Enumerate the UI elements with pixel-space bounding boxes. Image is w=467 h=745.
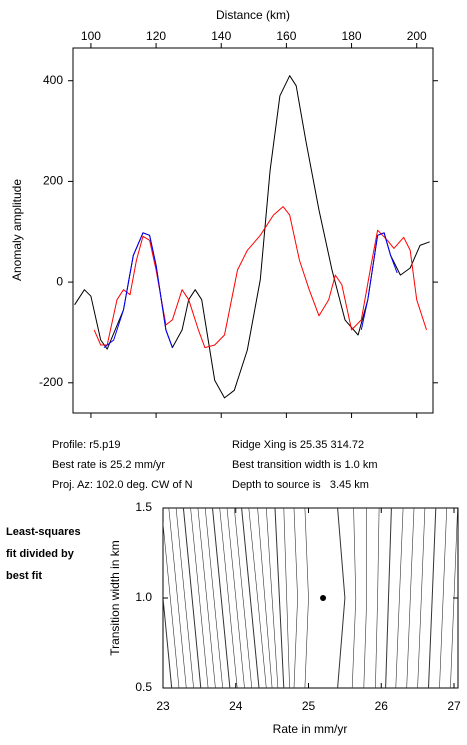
contour-line: [248, 508, 267, 688]
x-tick-label: 27: [447, 699, 461, 713]
annotation: Best rate is 25.2 mm/yr: [52, 459, 165, 471]
x-tick-label: 180: [342, 29, 362, 43]
contour-line: [182, 508, 202, 688]
contour-line: [439, 508, 447, 688]
contour-line: [375, 508, 380, 688]
contour-line: [190, 508, 209, 688]
y-tick-label: 1.0: [135, 590, 152, 604]
x-tick-label: 200: [407, 29, 427, 43]
contour-area: [163, 508, 458, 688]
y-tick-label: -200: [39, 375, 63, 389]
x-axis-title: Distance (km): [216, 8, 290, 22]
contour-line: [351, 508, 357, 688]
contour-line: [304, 508, 309, 688]
contour-line: [163, 520, 180, 688]
best-fit-point: [320, 595, 327, 601]
contour-line: [168, 508, 187, 688]
contour-line: [385, 508, 392, 688]
y-axis-title: Anomaly amplitude: [10, 179, 24, 281]
contour-line: [204, 508, 223, 688]
contour-line: [293, 508, 298, 688]
x-tick-label: 160: [276, 29, 296, 43]
y-tick-label: 0.5: [135, 680, 152, 694]
contour-line: [406, 508, 415, 688]
contour-line: [274, 508, 285, 688]
contour-line: [395, 508, 404, 688]
note-line: best fit: [6, 570, 42, 582]
contour-line: [257, 508, 273, 688]
contour-line: [428, 508, 437, 688]
annotation: Proj. Az: 102.0 deg. CW of N: [52, 479, 193, 491]
note-line: Least-squares: [6, 526, 81, 538]
contour-line: [337, 508, 346, 688]
x-tick-label: 100: [81, 29, 101, 43]
contour-line: [417, 508, 426, 688]
y-tick-label: 1.5: [135, 500, 152, 514]
contour-line: [234, 508, 253, 688]
contour-line: [266, 508, 279, 688]
y-axis-title: Transition width in km: [108, 540, 122, 656]
annotation: Ridge Xing is 25.35 314.72: [232, 439, 364, 451]
annotation: Profile: r5.p19: [52, 439, 120, 451]
x-tick-label: 120: [146, 29, 166, 43]
note-line: fit divided by: [6, 548, 75, 560]
top-plot-frame: [72, 47, 434, 414]
x-tick-label: 25: [302, 699, 316, 713]
contour-line: [175, 508, 194, 688]
data-line: [103, 232, 398, 348]
annotation: Best transition width is 1.0 km: [232, 459, 378, 471]
x-tick-label: 23: [156, 699, 170, 713]
x-axis-title: Rate in mm/yr: [273, 722, 348, 736]
contour-line: [163, 592, 173, 688]
contour-line: [212, 508, 231, 688]
contour-line: [241, 508, 260, 688]
x-tick-label: 140: [211, 29, 231, 43]
y-tick-label: 200: [43, 174, 63, 188]
contour-line: [219, 508, 238, 688]
bottom-plot-frame: [162, 507, 459, 689]
x-tick-label: 26: [375, 699, 389, 713]
contour-line: [283, 508, 290, 688]
data-line: [93, 206, 427, 349]
x-tick-label: 24: [229, 699, 243, 713]
y-tick-label: 0: [56, 274, 63, 288]
annotation: Depth to source is 3.45 km: [232, 479, 369, 491]
y-tick-label: 400: [43, 73, 63, 87]
contour-line: [226, 508, 245, 688]
contour-line: [363, 508, 368, 688]
contour-line: [197, 508, 216, 688]
